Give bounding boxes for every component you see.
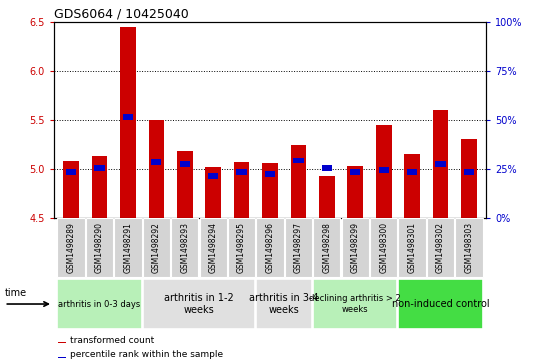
Text: GSM1498303: GSM1498303: [464, 222, 474, 273]
Text: arthritis in 3-4
weeks: arthritis in 3-4 weeks: [249, 293, 319, 315]
Bar: [120, 26, 136, 218]
Bar: [407, 169, 417, 175]
Text: GSM1498294: GSM1498294: [208, 222, 218, 273]
Bar: [58, 357, 66, 358]
Bar: [237, 169, 247, 175]
Text: GSM1498289: GSM1498289: [66, 222, 76, 273]
Bar: [376, 125, 392, 218]
Bar: [94, 166, 105, 171]
FancyBboxPatch shape: [171, 219, 198, 277]
Bar: [404, 154, 420, 218]
Text: GSM1498295: GSM1498295: [237, 222, 246, 273]
FancyBboxPatch shape: [114, 219, 141, 277]
Bar: [66, 169, 76, 175]
Bar: [347, 166, 363, 218]
Bar: [234, 162, 249, 218]
Text: GSM1498302: GSM1498302: [436, 222, 445, 273]
Bar: [205, 167, 221, 218]
FancyBboxPatch shape: [313, 219, 341, 277]
Text: transformed count: transformed count: [70, 336, 154, 344]
FancyBboxPatch shape: [285, 219, 312, 277]
Bar: [435, 162, 445, 167]
Bar: [379, 167, 389, 173]
Bar: [461, 139, 477, 218]
Bar: [92, 156, 107, 218]
Text: GDS6064 / 10425040: GDS6064 / 10425040: [54, 8, 189, 21]
Bar: [63, 161, 79, 218]
FancyBboxPatch shape: [427, 219, 454, 277]
FancyBboxPatch shape: [256, 219, 284, 277]
Text: percentile rank within the sample: percentile rank within the sample: [70, 350, 224, 359]
Text: GSM1498293: GSM1498293: [180, 222, 189, 273]
Text: GSM1498300: GSM1498300: [379, 222, 388, 273]
FancyBboxPatch shape: [86, 219, 113, 277]
Bar: [322, 166, 332, 171]
FancyBboxPatch shape: [143, 279, 255, 329]
FancyBboxPatch shape: [143, 219, 170, 277]
Text: GSM1498291: GSM1498291: [124, 222, 132, 273]
FancyBboxPatch shape: [57, 219, 85, 277]
Text: GSM1498299: GSM1498299: [351, 222, 360, 273]
Bar: [58, 342, 66, 343]
Text: arthritis in 1-2
weeks: arthritis in 1-2 weeks: [164, 293, 234, 315]
FancyBboxPatch shape: [313, 279, 397, 329]
Text: GSM1498292: GSM1498292: [152, 222, 161, 273]
FancyBboxPatch shape: [399, 219, 426, 277]
FancyBboxPatch shape: [455, 219, 483, 277]
FancyBboxPatch shape: [57, 279, 141, 329]
Bar: [291, 145, 306, 218]
Text: GSM1498290: GSM1498290: [95, 222, 104, 273]
FancyBboxPatch shape: [370, 219, 397, 277]
Bar: [148, 120, 164, 218]
Bar: [265, 171, 275, 177]
Text: GSM1498298: GSM1498298: [322, 222, 332, 273]
Text: non-induced control: non-induced control: [392, 299, 489, 309]
Bar: [151, 159, 161, 165]
Bar: [208, 173, 218, 179]
FancyBboxPatch shape: [399, 279, 483, 329]
FancyBboxPatch shape: [256, 279, 312, 329]
Bar: [123, 114, 133, 120]
Bar: [350, 169, 360, 175]
Bar: [464, 169, 474, 175]
Text: time: time: [4, 289, 26, 298]
FancyBboxPatch shape: [228, 219, 255, 277]
Text: declining arthritis > 2
weeks: declining arthritis > 2 weeks: [309, 294, 401, 314]
Bar: [433, 110, 448, 218]
FancyBboxPatch shape: [342, 219, 369, 277]
Text: GSM1498297: GSM1498297: [294, 222, 303, 273]
Bar: [319, 176, 335, 218]
Bar: [180, 162, 190, 167]
Bar: [262, 163, 278, 218]
FancyBboxPatch shape: [199, 219, 227, 277]
Text: GSM1498301: GSM1498301: [408, 222, 416, 273]
Text: GSM1498296: GSM1498296: [266, 222, 274, 273]
Text: arthritis in 0-3 days: arthritis in 0-3 days: [58, 299, 140, 309]
Bar: [293, 158, 303, 163]
Bar: [177, 151, 193, 218]
